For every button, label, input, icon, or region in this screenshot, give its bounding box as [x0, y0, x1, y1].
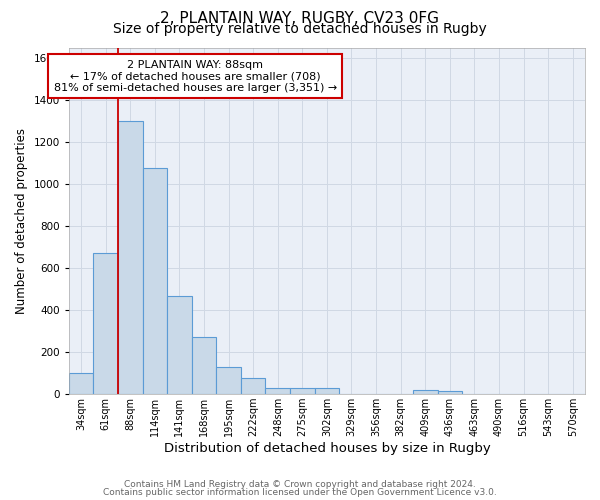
Bar [217, 367, 241, 394]
Bar [290, 388, 314, 394]
Bar [118, 121, 143, 394]
Bar [143, 168, 167, 394]
Text: Contains HM Land Registry data © Crown copyright and database right 2024.: Contains HM Land Registry data © Crown c… [124, 480, 476, 489]
Text: 2, PLANTAIN WAY, RUGBY, CV23 0FG: 2, PLANTAIN WAY, RUGBY, CV23 0FG [161, 11, 439, 26]
Bar [241, 378, 265, 394]
Bar [192, 338, 217, 394]
Bar [69, 373, 94, 394]
X-axis label: Distribution of detached houses by size in Rugby: Distribution of detached houses by size … [164, 442, 490, 455]
Bar [167, 296, 192, 394]
Bar [265, 388, 290, 394]
Text: Contains public sector information licensed under the Open Government Licence v3: Contains public sector information licen… [103, 488, 497, 497]
Bar [314, 388, 339, 394]
Bar [94, 254, 118, 394]
Y-axis label: Number of detached properties: Number of detached properties [15, 128, 28, 314]
Text: 2 PLANTAIN WAY: 88sqm
← 17% of detached houses are smaller (708)
81% of semi-det: 2 PLANTAIN WAY: 88sqm ← 17% of detached … [53, 60, 337, 93]
Bar [413, 390, 437, 394]
Text: Size of property relative to detached houses in Rugby: Size of property relative to detached ho… [113, 22, 487, 36]
Bar [437, 391, 462, 394]
